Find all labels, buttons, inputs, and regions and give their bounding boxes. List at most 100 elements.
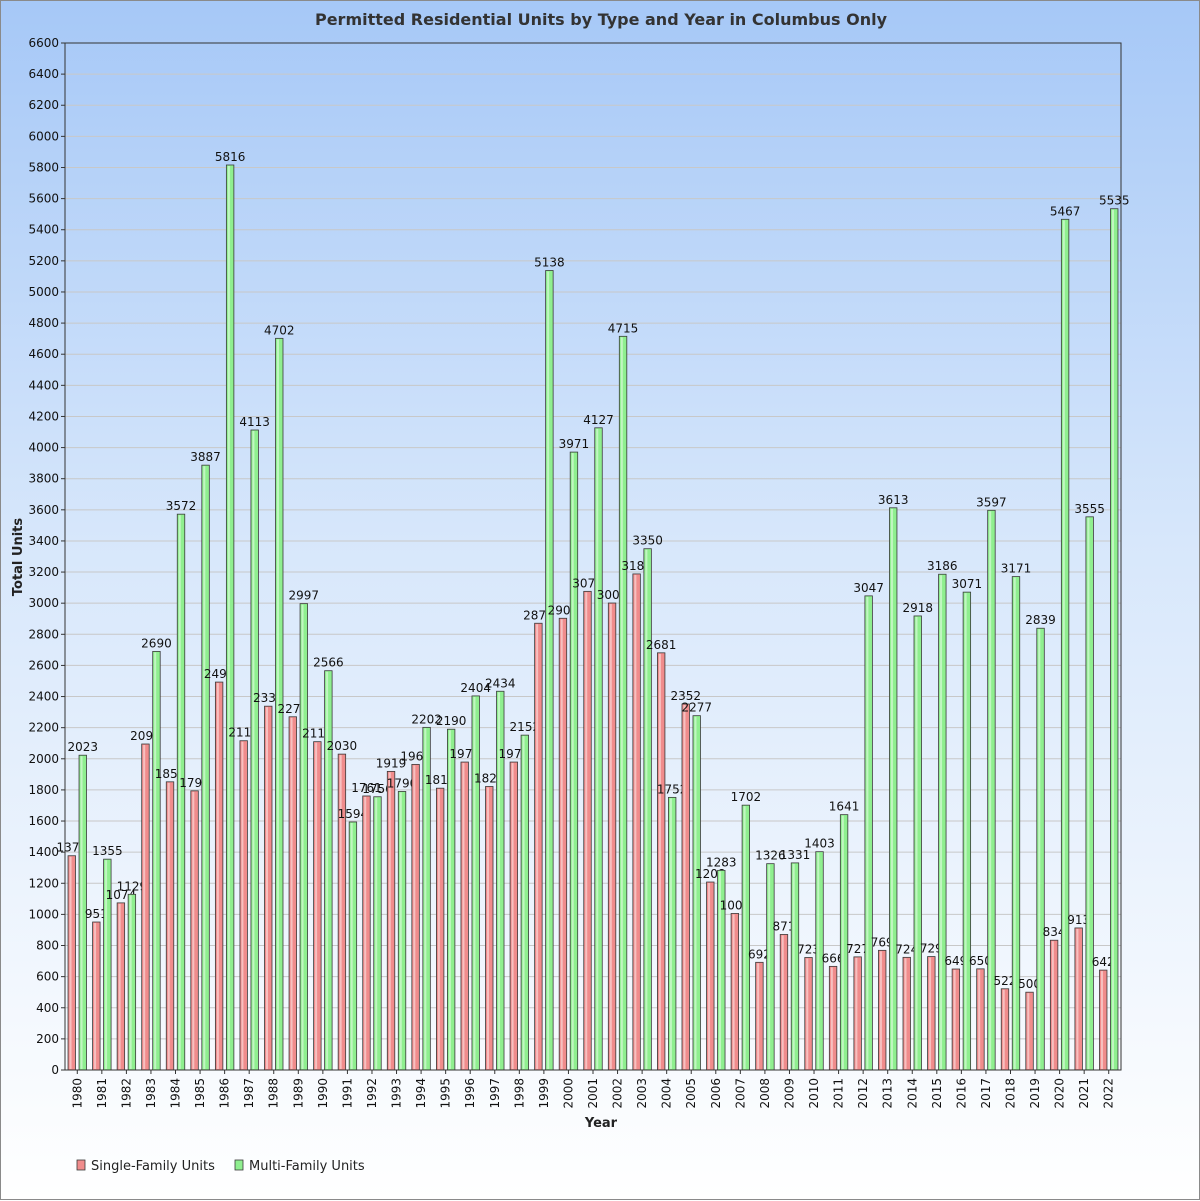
x-tick-label: 1999 bbox=[537, 1078, 551, 1109]
y-tick-label: 4200 bbox=[28, 409, 59, 423]
data-label: 1702 bbox=[731, 790, 762, 804]
bar bbox=[520, 734, 529, 1071]
data-label: 724 bbox=[895, 942, 918, 956]
bar-highlight bbox=[118, 903, 121, 1069]
data-label: 3597 bbox=[976, 495, 1007, 509]
bar bbox=[386, 770, 396, 1071]
x-tick-label: 2017 bbox=[979, 1078, 993, 1109]
x-tick-label: 2013 bbox=[881, 1078, 895, 1109]
x-tick-label: 2018 bbox=[1003, 1078, 1017, 1109]
x-tick-label: 1992 bbox=[365, 1078, 379, 1109]
bar bbox=[225, 164, 235, 1071]
bar-highlight bbox=[1027, 993, 1030, 1069]
x-tick-label: 2008 bbox=[758, 1078, 772, 1109]
bar bbox=[569, 451, 579, 1071]
data-label: 1752 bbox=[657, 782, 688, 796]
bar bbox=[509, 761, 518, 1071]
bar-highlight bbox=[806, 958, 809, 1069]
x-axis-title: Year bbox=[584, 1116, 618, 1131]
bar-highlight bbox=[634, 574, 637, 1069]
data-label: 3186 bbox=[927, 559, 958, 573]
legend-label: Single-Family Units bbox=[91, 1159, 215, 1174]
bar bbox=[460, 761, 469, 1071]
bar-highlight bbox=[315, 742, 318, 1069]
data-label: 4127 bbox=[583, 413, 614, 427]
data-label: 5467 bbox=[1050, 204, 1081, 218]
data-label: 522 bbox=[994, 974, 1017, 988]
data-label: 692 bbox=[748, 947, 771, 961]
y-tick-label: 6400 bbox=[28, 67, 59, 81]
x-tick-label: 1989 bbox=[291, 1078, 305, 1109]
x-tick-label: 2009 bbox=[782, 1078, 796, 1109]
bar bbox=[951, 968, 961, 1071]
y-tick-label: 1200 bbox=[28, 876, 59, 890]
bar-highlight bbox=[437, 789, 440, 1069]
bar-highlight bbox=[547, 271, 550, 1069]
bar bbox=[741, 804, 750, 1071]
data-label: 5535 bbox=[1099, 194, 1130, 208]
x-tick-label: 2021 bbox=[1077, 1078, 1091, 1109]
data-label: 3555 bbox=[1074, 502, 1105, 516]
bar bbox=[804, 957, 813, 1071]
bar bbox=[1085, 516, 1094, 1071]
bar-highlight bbox=[620, 337, 623, 1070]
y-tick-label: 1600 bbox=[28, 814, 59, 828]
data-label: 3971 bbox=[559, 437, 590, 451]
bar bbox=[324, 670, 333, 1071]
x-tick-label: 1998 bbox=[512, 1078, 526, 1109]
data-label: 1129 bbox=[117, 879, 148, 893]
data-label: 2918 bbox=[902, 601, 933, 615]
y-tick-label: 1400 bbox=[28, 845, 59, 859]
x-tick-label: 1982 bbox=[119, 1078, 133, 1109]
data-label: 913 bbox=[1067, 913, 1090, 927]
bar-highlight bbox=[276, 339, 279, 1069]
bar bbox=[127, 893, 137, 1071]
bar-highlight bbox=[929, 957, 932, 1069]
bar-highlight bbox=[290, 717, 293, 1069]
bar bbox=[411, 763, 420, 1071]
bar-highlight bbox=[743, 806, 746, 1069]
x-tick-label: 1990 bbox=[316, 1078, 330, 1109]
data-label: 3071 bbox=[952, 577, 983, 591]
bar bbox=[913, 615, 922, 1071]
data-label: 649 bbox=[944, 954, 967, 968]
x-tick-label: 1988 bbox=[267, 1078, 281, 1109]
data-label: 3613 bbox=[878, 493, 909, 507]
bar-highlight bbox=[1100, 971, 1103, 1069]
bar bbox=[632, 573, 641, 1071]
bar-highlight bbox=[658, 653, 661, 1069]
bar bbox=[397, 791, 407, 1071]
bar bbox=[152, 651, 161, 1071]
y-tick-label: 6600 bbox=[28, 36, 59, 50]
x-tick-label: 2004 bbox=[660, 1078, 674, 1109]
bar-highlight bbox=[399, 792, 402, 1069]
bar bbox=[583, 590, 592, 1071]
bar-highlight bbox=[1051, 941, 1054, 1069]
bar bbox=[1074, 927, 1083, 1071]
y-tick-label: 1000 bbox=[28, 907, 59, 921]
y-tick-label: 3600 bbox=[28, 503, 59, 517]
bar bbox=[299, 603, 308, 1071]
data-label: 2434 bbox=[485, 676, 516, 690]
y-tick-label: 0 bbox=[51, 1063, 59, 1077]
data-label: 2839 bbox=[1025, 613, 1056, 627]
bar bbox=[766, 863, 775, 1071]
bar-highlight bbox=[388, 772, 391, 1069]
bar-highlight bbox=[585, 592, 588, 1069]
y-tick-label: 6000 bbox=[28, 129, 59, 143]
bar-highlight bbox=[203, 466, 206, 1069]
y-tick-label: 1800 bbox=[28, 783, 59, 797]
bar-highlight bbox=[757, 963, 760, 1069]
x-tick-label: 2010 bbox=[807, 1078, 821, 1109]
bar bbox=[471, 695, 480, 1071]
y-tick-label: 3200 bbox=[28, 565, 59, 579]
x-tick-label: 1994 bbox=[414, 1078, 428, 1109]
bar-highlight bbox=[915, 616, 918, 1069]
y-tick-label: 6200 bbox=[28, 98, 59, 112]
data-label: 5816 bbox=[215, 150, 246, 164]
bar bbox=[1011, 576, 1021, 1071]
x-tick-label: 2006 bbox=[709, 1078, 723, 1109]
bar bbox=[962, 591, 972, 1071]
plot-border bbox=[64, 42, 1122, 1071]
x-tick-label: 2005 bbox=[684, 1078, 698, 1109]
